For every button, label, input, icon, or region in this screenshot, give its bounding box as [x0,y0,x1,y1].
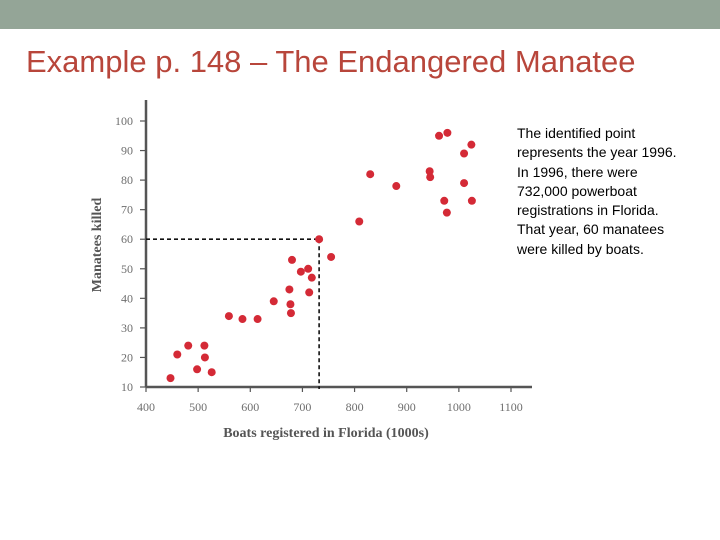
data-point [238,315,247,324]
chart-axes [144,100,532,389]
x-tick-label: 900 [398,400,416,414]
y-tick-label: 30 [121,321,133,335]
caption-line: In 1996, there were [517,163,638,180]
caption-line: represents the year 1996. [517,144,677,161]
x-tick-label: 500 [189,400,207,414]
data-point [425,167,434,176]
data-point [467,140,476,149]
data-point [200,353,209,362]
data-point [184,341,193,350]
y-tick-label: 40 [121,291,133,305]
data-point [392,182,401,191]
data-point [460,149,469,158]
data-point [435,131,444,140]
caption-line: 732,000 powerboat [517,182,637,199]
data-point [207,368,216,377]
data-point [355,217,364,226]
x-tick-label: 400 [137,400,155,414]
caption-line: registrations in Florida. [517,202,659,219]
data-points [166,128,476,383]
highlighted-data-point [315,235,324,244]
caption-text: The identified point represents the year… [517,124,717,259]
x-axis-label: Boats registered in Florida (1000s) [223,426,429,441]
data-point [253,315,262,324]
x-tick-label: 1000 [447,400,471,414]
highlight-guides [146,238,320,389]
data-point [304,264,313,273]
y-tick-label: 10 [121,380,133,394]
data-point [224,312,233,321]
data-point [288,255,296,264]
y-tick-label: 60 [121,232,133,246]
data-point [467,196,476,205]
x-axis-ticks: 400 500 600 700 800 900 1000 1100 [137,387,523,414]
data-point [166,374,175,383]
data-point [286,300,295,309]
data-point [193,365,202,374]
x-tick-label: 1100 [499,400,523,414]
y-tick-label: 90 [121,144,133,158]
caption-line: The identified point [517,125,636,141]
data-point [440,196,449,205]
data-point [327,252,336,261]
caption-line: were killed by boats. [517,240,644,257]
y-tick-label: 50 [121,262,133,276]
y-tick-label: 100 [115,114,133,128]
y-tick-label: 80 [121,173,133,187]
y-axis-label: Manatees killed [90,198,105,293]
data-point [296,267,305,276]
data-point [307,273,316,282]
x-tick-label: 800 [346,400,364,414]
data-point [200,341,209,350]
data-point [443,128,452,137]
data-point [442,208,451,217]
data-point [426,173,435,182]
slide-title: Example p. 148 – The Endangered Manatee [26,44,636,79]
x-tick-label: 700 [293,400,311,414]
y-tick-label: 20 [121,350,133,364]
data-point [305,288,314,297]
data-point [173,350,182,359]
data-point [366,170,375,179]
y-axis-ticks: 10 20 30 40 50 60 70 80 90 100 [115,114,146,394]
header-bar [0,0,720,29]
data-point [269,297,278,306]
data-point [285,285,294,294]
data-point [286,309,295,318]
data-point [460,179,469,188]
x-tick-label: 600 [241,400,259,414]
caption-line: That year, 60 manatees [517,221,665,238]
y-tick-label: 70 [121,203,133,217]
